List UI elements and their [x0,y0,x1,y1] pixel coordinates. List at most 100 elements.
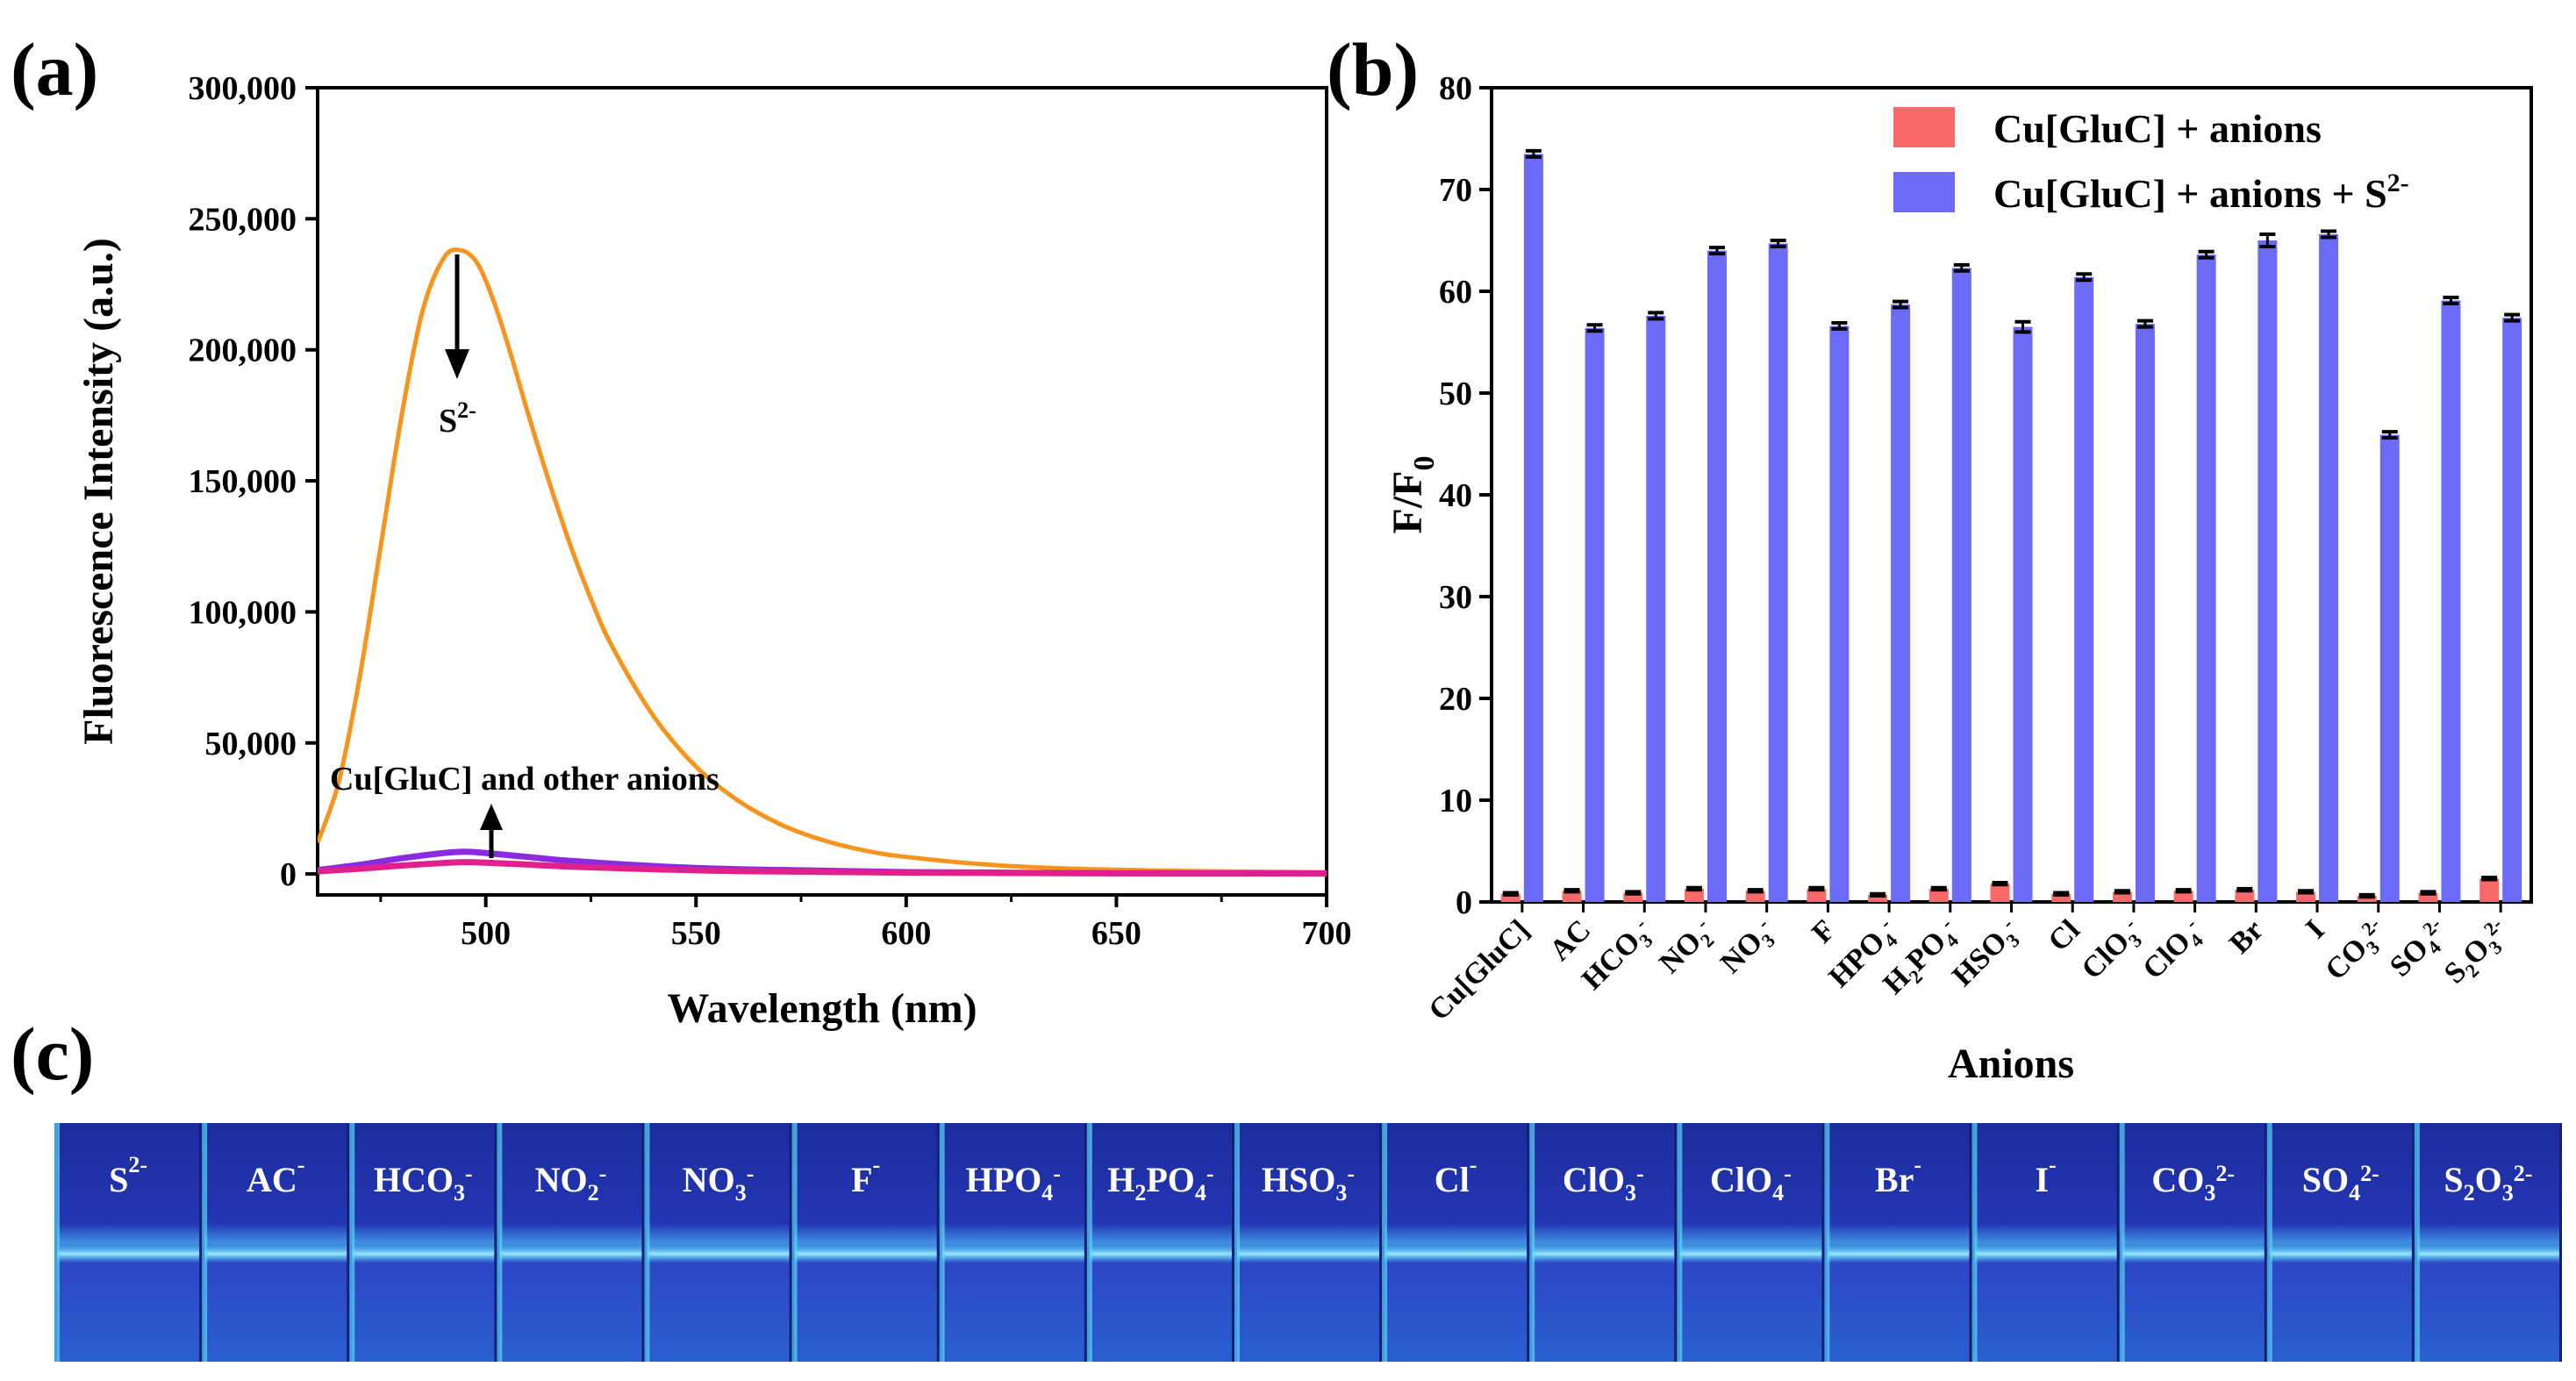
others-arrow-head [480,804,503,830]
vial [1236,1123,1380,1362]
vial-edge [1382,1123,1388,1362]
vial-label: CO32- [2151,1160,2235,1206]
chart-a-x-label: Wavelength (nm) [667,985,977,1032]
vial-edge [1529,1123,1535,1362]
chart-a-ytick-label: 150,000 [189,463,297,500]
vial-label: Br- [1875,1152,1921,1199]
s2-arrow-head [445,349,469,379]
bar-anions [2235,890,2255,902]
chart-b-category-label: I [2300,913,2331,945]
vial-edge [644,1123,650,1362]
chart-a-ytick-label: 300,000 [189,70,297,107]
vial-meniscus [1532,1244,1675,1263]
vial-edge [939,1123,945,1362]
legend-swatch-anions-s2 [1893,172,1955,212]
chart-b-category-label: NO3- [1714,913,1784,984]
bar-anions [1807,888,1827,902]
vial-edge [54,1123,60,1362]
vial-meniscus [204,1244,347,1263]
bar-anions-s2 [2258,240,2278,902]
vial [2122,1123,2265,1362]
bar-anions [2173,891,2193,902]
vial-meniscus [1974,1244,2117,1263]
vial [1532,1123,1675,1362]
vial [2416,1123,2559,1362]
vial-label: HSO3- [1262,1160,1355,1206]
vial [941,1123,1084,1362]
vial-edge [1234,1123,1240,1362]
vial [647,1123,790,1362]
chart-b-category-label: Br [2223,913,2270,960]
bar-anions-s2 [2074,276,2094,902]
legend-label-anions: Cu[GluC] + anions [1993,106,2322,151]
vial-meniscus [1827,1244,1970,1263]
vial [1089,1123,1232,1362]
vial-label: S2O32- [2444,1160,2532,1206]
vial-edge [2266,1123,2272,1362]
vial-label: F- [851,1152,880,1199]
bar-anions-s2 [1646,315,1666,903]
bar-anions [2357,896,2377,902]
vial-label: I- [2035,1152,2056,1199]
chart-b-legend: Cu[GluC] + anions Cu[GluC] + anions + S2… [1893,106,2409,216]
vial-meniscus [57,1244,200,1263]
chart-a-xtick-label: 700 [1302,915,1352,952]
bar-anions-s2 [2441,300,2461,902]
chart-a-annotations: S2- Cu[GluC] and other anions [330,254,719,858]
bar-anions [1745,891,1765,902]
bar-anions [1684,888,1704,902]
vial-edge [1971,1123,1978,1362]
vial-meniscus [647,1244,790,1263]
vial-meniscus [2122,1244,2265,1263]
chart-a-ytick-label: 50,000 [205,726,297,762]
vial-edge [1824,1123,1830,1362]
chart-b-ytick-label: 10 [1439,783,1472,819]
bar-anions [2112,891,2132,902]
chart-b-x-label: Anions [1948,1041,2074,1087]
bar-anions-s2 [2196,254,2216,902]
chart-a-series-line [318,859,1327,877]
bar-anions [2479,878,2500,902]
legend-swatch-anions [1893,107,1955,147]
vial-label: Cl- [1435,1152,1478,1199]
chart-b-category-label: S2O32- [2437,913,2518,994]
vial-meniscus [1679,1244,1822,1263]
bar-anions-s2 [1829,326,1850,902]
chart-b-category-label: Cu[GluC] [1422,913,1535,1027]
vial [1827,1123,1970,1362]
vial [1974,1123,2117,1362]
chart-b-ytick-label: 30 [1439,579,1472,616]
vial-label: SO42- [2302,1160,2379,1206]
vial-meniscus [352,1244,495,1263]
chart-a-xtick-label: 550 [671,915,721,952]
legend-label-anions-s2: Cu[GluC] + anions + S2- [1993,168,2409,216]
chart-b-ytick-label: 20 [1439,681,1472,718]
vial-edge [202,1123,208,1362]
vial-meniscus [1236,1244,1380,1263]
chart-b-category-label: ClO3- [2075,913,2151,990]
vial-label: HCO3- [374,1160,473,1206]
vial-label: S2- [109,1152,147,1199]
chart-a-xtick-label: 500 [461,915,511,952]
chart-a-ytick-label: 200,000 [189,333,297,369]
chart-a-ytick-label: 250,000 [189,201,297,238]
chart-b-ytick-label: 50 [1439,376,1472,412]
bar-anions [2418,892,2438,902]
chart-b-category-label: HCO3- [1575,913,1662,1000]
chart-b-category-label: CO32- [2318,913,2395,991]
panel-a-label: (a) [11,27,98,111]
vial-meniscus [2416,1244,2559,1263]
chart-b-category-label: Cl [2043,913,2086,957]
vial [57,1123,200,1362]
chart-b-ytick-label: 60 [1439,274,1472,311]
vial-edge [2414,1123,2420,1362]
bar-anions-s2 [1585,327,1605,902]
bar-anions [2051,893,2072,902]
vial-label: ClO4- [1710,1160,1792,1206]
bar-anions-s2 [2502,318,2522,902]
bar-anions-s2 [2013,326,2033,903]
chart-b-ytick-label: 80 [1439,70,1472,107]
bar-anions-s2 [2135,324,2155,902]
vial [1385,1123,1528,1362]
